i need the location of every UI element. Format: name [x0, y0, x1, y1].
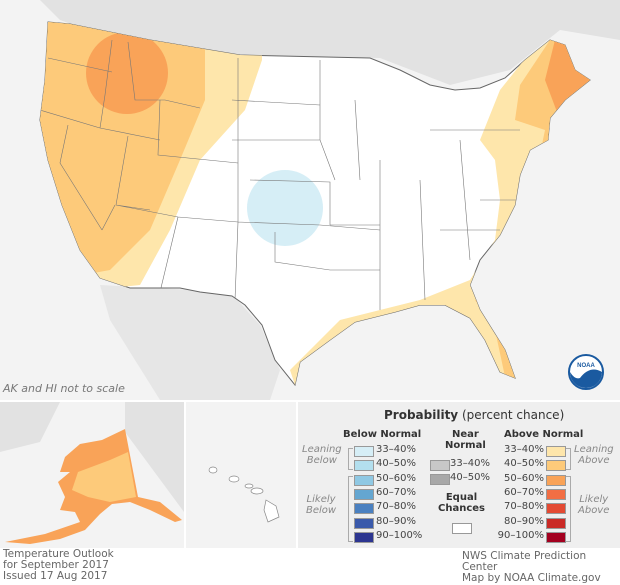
below-swatch: [354, 517, 374, 529]
above-label: 80–90%: [504, 515, 544, 527]
above-swatch: [546, 531, 566, 543]
equal-chances-label: Equal Chances: [438, 492, 485, 514]
alaska-inset: [0, 402, 184, 548]
likely-below-label: Likely Below: [306, 494, 337, 516]
below-label: 90–100%: [376, 529, 423, 541]
below-label: 70–80%: [376, 501, 416, 513]
noaa-logo-icon: NOAA: [568, 354, 604, 390]
below-label: 40–50%: [376, 458, 416, 470]
leaning-above-label: Leaning Above: [574, 444, 614, 466]
likely-above-label: Likely Above: [578, 494, 610, 516]
above-label: 90–100%: [497, 529, 544, 541]
map-title: Temperature Outlook for September 2017 Iss…: [3, 548, 114, 582]
leaning-below-label: Leaning Below: [302, 444, 342, 466]
mexico: [100, 285, 280, 400]
near-swatch: [430, 474, 450, 486]
above-label: 60–70%: [504, 486, 544, 498]
near-normal-header: Near Normal: [445, 429, 486, 451]
below-normal-header: Below Normal: [343, 429, 422, 440]
legend-title: Probability: [384, 408, 459, 422]
legend-subtitle: (percent chance): [461, 408, 565, 422]
above-swatch: [546, 488, 566, 500]
above-label: 33–40%: [504, 444, 544, 455]
svg-text:NOAA: NOAA: [577, 363, 595, 369]
above-swatch: [546, 460, 566, 472]
below-label: 80–90%: [376, 515, 416, 527]
above-normal-header: Above Normal: [504, 429, 584, 440]
below-swatch: [354, 503, 374, 515]
above-swatch: [546, 517, 566, 529]
below-label: 33–40%: [376, 444, 416, 455]
near-swatch: [430, 460, 450, 471]
near-label: 40–50%: [450, 472, 490, 484]
below-swatch: [354, 488, 374, 500]
above-label: 70–80%: [504, 501, 544, 513]
hawaii-inset: [186, 402, 296, 548]
legend: Probability (percent chance) Below Norma…: [298, 402, 620, 548]
state-borders: [40, 39, 520, 310]
above-swatch: [546, 503, 566, 515]
below-swatch: [354, 531, 374, 543]
equal-chances-swatch: [452, 523, 472, 534]
above-label: 50–60%: [504, 472, 544, 484]
above-swatch: [546, 446, 566, 457]
below-label: 60–70%: [376, 486, 416, 498]
above-label: 40–50%: [504, 458, 544, 470]
near-label: 33–40%: [450, 458, 490, 469]
below-swatch: [354, 474, 374, 486]
canada: [40, 0, 620, 85]
above-swatch: [546, 474, 566, 486]
credits: NWS Climate Prediction Center Map by NOAA…: [462, 550, 601, 584]
conus-map: NOAA: [0, 0, 620, 400]
below-swatch: [354, 460, 374, 472]
below-swatch: [354, 446, 374, 457]
below-label: 50–60%: [376, 472, 416, 484]
scale-note: AK and HI not to scale: [3, 382, 125, 395]
